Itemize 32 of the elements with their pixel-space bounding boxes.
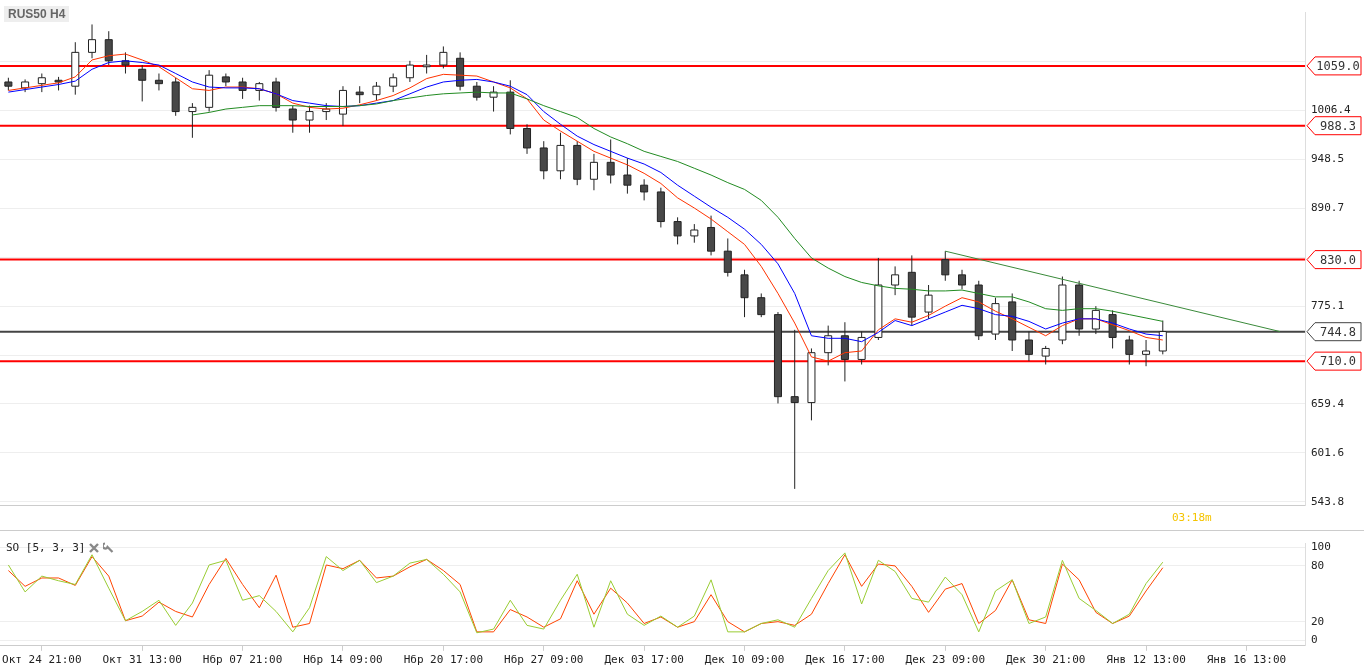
x-tick-label: Нбр 14 09:00 [303,653,383,667]
text: 03:18m [1172,511,1212,524]
y-tick-label: 948.5 [1311,152,1345,166]
ref-line-label: 744.8 [1319,324,1357,339]
y-tick-label: 775.1 [1311,298,1345,312]
y-tick-label: 659.4 [1311,396,1345,410]
ref-line-label: 710.0 [1319,354,1357,369]
y-tick-label: 543.8 [1311,494,1345,508]
y-tick-label: 890.7 [1311,201,1345,215]
x-tick-label: Янв 16 13:00 [1206,653,1287,667]
x-tick-label: Янв 12 13:00 [1106,653,1186,667]
y-tick-label: 1006.4 [1311,103,1352,117]
x-tick-label: Нбр 20 17:00 [403,653,484,667]
x-tick-label: Дек 30 21:00 [1005,653,1086,667]
x-tick-label: Нбр 07 21:00 [202,653,283,667]
y-tick-label: 20 [1311,614,1325,628]
y-tick-label: 0 [1311,633,1318,647]
chart-title: SO [5, 3, 3] [6,541,86,554]
x-tick-label: Дек 10 09:00 [704,653,785,667]
x-tick-label: Окт 31 13:00 [102,653,182,667]
x-tick-label: Дек 23 09:00 [905,653,986,667]
x-tick-label: Дек 16 17:00 [805,653,885,667]
x-tick-label: Дек 03 17:00 [604,653,684,667]
x-tick-label: Нбр 27 09:00 [504,653,584,667]
ref-line-label: 988.3 [1319,118,1357,133]
ref-line-label: 1059.0 [1316,59,1360,74]
x-tick-label: Окт 24 21:00 [2,653,82,667]
y-tick-label: 80 [1311,558,1325,572]
ref-line-label: 830.0 [1319,252,1357,267]
y-tick-label: 100 [1311,540,1331,554]
y-tick-label: 601.6 [1311,445,1345,459]
chart-title: RUS50 H4 [8,7,66,21]
